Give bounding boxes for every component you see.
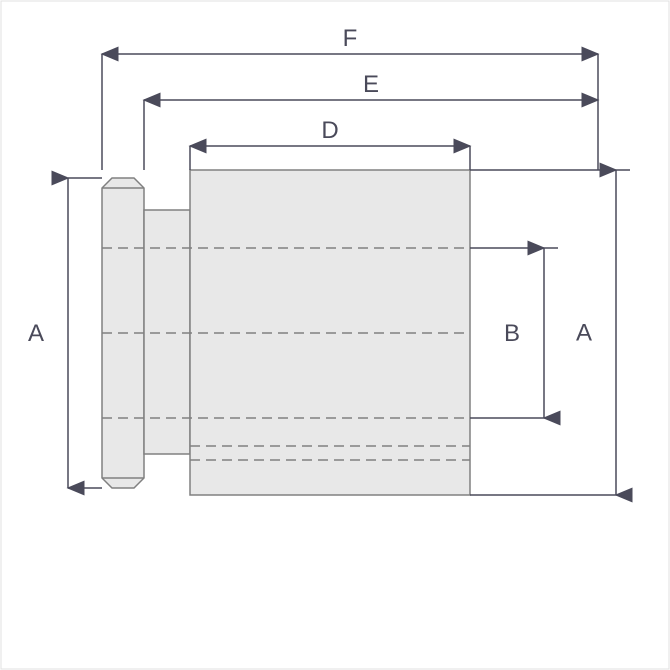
svg-text:F: F xyxy=(343,25,358,52)
svg-text:B: B xyxy=(504,320,520,347)
svg-text:E: E xyxy=(363,71,379,98)
svg-text:A: A xyxy=(28,320,44,347)
svg-text:A: A xyxy=(576,320,592,347)
svg-text:D: D xyxy=(321,117,338,144)
